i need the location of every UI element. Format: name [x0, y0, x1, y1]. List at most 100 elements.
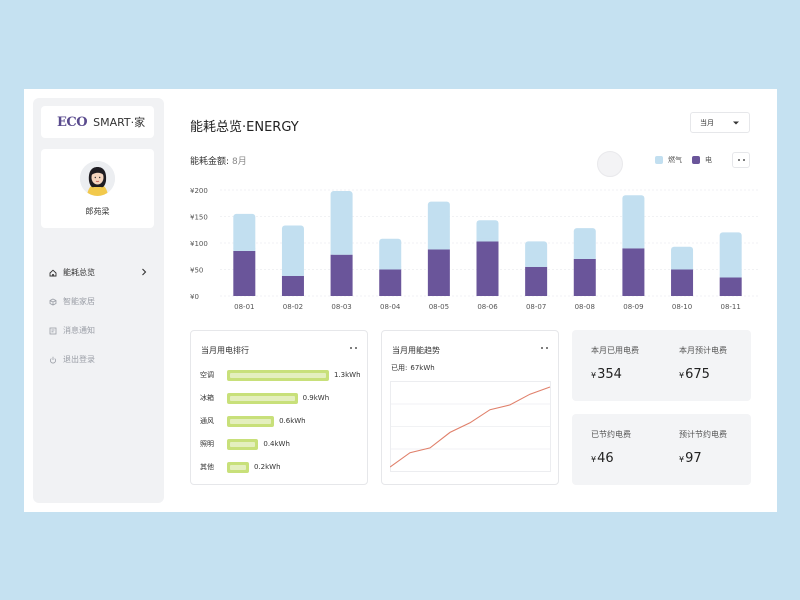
- x-tick-label: 08-11: [721, 303, 741, 311]
- bar-electric[interactable]: [719, 277, 742, 296]
- sidebar-item-messages[interactable]: 消息通知: [33, 316, 164, 345]
- bar-gas[interactable]: [281, 225, 304, 276]
- sidebar: ECO SMART·家 郎苑梁: [33, 98, 164, 503]
- user-name: 郎苑梁: [85, 207, 110, 216]
- energy-bar-chart: ¥200 ¥150 ¥100 ¥50 ¥0 08-01 08-02 08-03 08-04 08-…: [190, 187, 759, 311]
- bar-electric[interactable]: [427, 249, 450, 296]
- bar-gas[interactable]: [476, 220, 499, 242]
- bar-segment-joint: [525, 263, 548, 267]
- bar-electric[interactable]: [525, 266, 548, 296]
- bar-gas[interactable]: [427, 201, 450, 250]
- bar-segment-joint: [427, 246, 450, 250]
- bar-segment-joint: [719, 274, 742, 278]
- ranking-bar: [227, 369, 329, 381]
- app-window: ECO SMART·家 郎苑梁: [24, 89, 777, 512]
- bar-electric[interactable]: [622, 248, 645, 296]
- ranking-row-value: 0.9kWh: [302, 394, 330, 402]
- sidebar-item-energy-overview[interactable]: 能耗总览: [33, 258, 164, 287]
- sidebar-item-label: 智能家居: [63, 297, 95, 306]
- ranking-row[interactable]: 其他 0.2kWh: [200, 461, 281, 473]
- ranking-bar: [227, 415, 275, 427]
- bar-electric[interactable]: [671, 269, 694, 297]
- month-est-fee-value: 675: [685, 367, 710, 382]
- trend-used-label: 已用:: [391, 364, 408, 372]
- ranking-row-value: 0.4kWh: [263, 440, 290, 448]
- ranking-row-value: 0.2kWh: [254, 463, 281, 471]
- ranking-row-label: 冰箱: [200, 394, 214, 402]
- ranking-row-label: 通风: [200, 417, 214, 425]
- trend-line: [390, 386, 551, 468]
- bar-gas[interactable]: [719, 232, 742, 278]
- legend-swatch-gas: [655, 156, 663, 164]
- caret-down-icon: [732, 120, 740, 128]
- month-est-fee: ¥675: [679, 367, 710, 382]
- sidebar-nav: 能耗总览 智能家居 消息通知 退出登: [33, 258, 164, 374]
- est-saved-fee: ¥97: [679, 451, 702, 466]
- chevron-right-icon: [140, 267, 148, 277]
- bar-segment-joint: [281, 272, 304, 276]
- sidebar-item-smart-home[interactable]: 智能家居: [33, 287, 164, 316]
- more-dot: [742, 159, 745, 161]
- ranking-row[interactable]: 照明 0.4kWh: [200, 438, 290, 450]
- currency-symbol: ¥: [679, 371, 685, 380]
- bar-gas[interactable]: [671, 246, 694, 270]
- trend-used: 已用: 67kWh: [391, 363, 435, 373]
- saved-fee-label: 已节约电费: [591, 430, 631, 439]
- bar-electric[interactable]: [281, 275, 304, 296]
- bar-gas[interactable]: [233, 213, 256, 251]
- bar-electric[interactable]: [476, 241, 499, 296]
- energy-amount-label: 能耗金额:: [190, 157, 230, 167]
- legend-item-gas: 燃气: [655, 155, 682, 165]
- month-used-fee-label: 本月已用电费: [591, 346, 639, 355]
- energy-amount-month: 8月: [232, 157, 247, 167]
- ranking-bar: [227, 438, 259, 450]
- ranking-row-value: 1.3kWh: [334, 371, 361, 379]
- x-tick-label: 08-09: [623, 303, 643, 311]
- month-used-fee: ¥354: [591, 367, 622, 382]
- x-tick-label: 08-07: [526, 303, 546, 311]
- more-dot: [355, 347, 357, 349]
- chart-more-button[interactable]: [732, 152, 750, 168]
- x-tick-label: 08-02: [283, 303, 303, 311]
- avatar[interactable]: [80, 161, 115, 196]
- brand-logo[interactable]: ECO SMART·家: [41, 106, 154, 138]
- ranking-row-label: 照明: [200, 440, 214, 448]
- bill-stats-card: 本月已用电费 ¥354 本月预计电费 ¥675: [572, 330, 751, 401]
- message-icon: [49, 327, 57, 335]
- ranking-row[interactable]: 冰箱 0.9kWh: [200, 392, 329, 404]
- bar-gas[interactable]: [622, 195, 645, 249]
- ranking-row[interactable]: 空调 1.3kWh: [200, 369, 361, 381]
- trend-card: 当月用能趋势 已用: 67kWh: [381, 330, 559, 485]
- page-title: 能耗总览·ENERGY: [190, 120, 299, 135]
- x-tick-label: 08-10: [672, 303, 692, 311]
- ranking-row-label: 其他: [200, 463, 214, 471]
- bar-segment-joint: [330, 251, 353, 255]
- bar-gas[interactable]: [330, 191, 353, 255]
- bar-gas[interactable]: [525, 241, 548, 267]
- currency-symbol: ¥: [679, 455, 685, 464]
- legend-item-electric: 电: [692, 155, 712, 165]
- bar-gas[interactable]: [379, 238, 402, 270]
- more-dot: [546, 347, 548, 349]
- sidebar-item-logout[interactable]: 退出登录: [33, 345, 164, 374]
- legend-label-gas: 燃气: [668, 156, 682, 164]
- x-tick-label: 08-05: [429, 303, 449, 311]
- x-tick-label: 08-08: [575, 303, 595, 311]
- ranking-more-button[interactable]: [350, 347, 357, 349]
- trend-more-button[interactable]: [541, 347, 548, 349]
- month-used-fee-value: 354: [597, 367, 622, 382]
- x-tick-label: 08-03: [331, 303, 351, 311]
- bar-electric[interactable]: [330, 254, 353, 296]
- bar-gas[interactable]: [573, 228, 596, 259]
- trend-title: 当月用能趋势: [392, 346, 440, 355]
- ranking-title: 当月用电排行: [201, 346, 249, 355]
- bar-electric[interactable]: [573, 258, 596, 296]
- bar-electric[interactable]: [233, 250, 256, 296]
- legend-label-electric: 电: [705, 156, 712, 164]
- drag-handle[interactable]: [597, 151, 623, 177]
- ranking-card: 当月用电排行 空调 1.3kWh 冰箱 0.9kWh 通风 0.6kWh 照明 0.4kWh 其…: [190, 330, 368, 485]
- period-select[interactable]: 当月: [690, 112, 750, 133]
- ranking-row[interactable]: 通风 0.6kWh: [200, 415, 306, 427]
- bar-electric[interactable]: [379, 269, 402, 297]
- more-dot: [737, 159, 740, 161]
